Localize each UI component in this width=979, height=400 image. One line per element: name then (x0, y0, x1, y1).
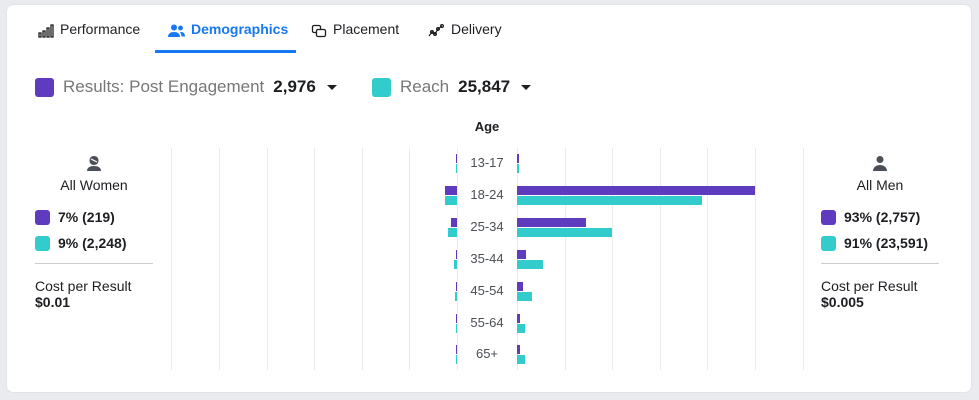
age-label: 55-64 (470, 314, 504, 330)
gridline (314, 148, 316, 370)
age-label: 35-44 (470, 250, 504, 266)
chart-title: Age (474, 119, 500, 134)
results-legend[interactable]: Results: Post Engagement 2,976 (35, 77, 337, 97)
woman-icon (87, 156, 101, 171)
bar-left-results-45-54[interactable] (455, 281, 457, 291)
bar-right-reach-13-17[interactable] (517, 164, 519, 173)
gridline (457, 148, 458, 370)
gridline (219, 148, 220, 370)
bar-chart-icon (38, 24, 54, 38)
divider (35, 263, 153, 264)
bar-right-results-18-24[interactable] (517, 185, 755, 195)
reach-label: Reach (400, 77, 450, 96)
bar-left-reach-13-17[interactable] (455, 164, 457, 173)
gridline (612, 148, 614, 370)
bar-right-results-13-17[interactable] (517, 154, 519, 163)
results-value: 2,976 (273, 77, 316, 96)
men-results: 93% (2,757) (821, 209, 939, 225)
bar-left-reach-35-44[interactable] (454, 259, 457, 269)
gridline (517, 148, 518, 370)
women-results: 7% (219) (35, 209, 153, 225)
bar-left-reach-25-34[interactable] (448, 227, 457, 237)
bar-right-reach-35-44[interactable] (517, 259, 543, 269)
bar-left-results-13-17[interactable] (455, 154, 457, 163)
women-cost-label: Cost per Result (35, 278, 132, 294)
tab-placement[interactable]: Placement (311, 17, 399, 53)
people-icon (168, 24, 185, 37)
bar-left-reach-45-54[interactable] (454, 291, 457, 301)
bar-right-reach-65+[interactable] (517, 355, 525, 365)
men-title: All Men (856, 177, 904, 193)
bar-right-reach-25-34[interactable] (517, 227, 613, 237)
bar-left-results-25-34[interactable] (450, 217, 457, 227)
women-panel: All Women 7% (219) 9% (2,248) Cost per R… (35, 153, 153, 310)
gridline (171, 148, 173, 370)
gridline (707, 148, 709, 370)
bar-left-results-18-24[interactable] (445, 185, 457, 195)
bar-right-results-55-64[interactable] (517, 313, 520, 323)
reach-legend[interactable]: Reach 25,847 (372, 77, 532, 97)
gridline (802, 148, 804, 370)
placement-icon (311, 24, 327, 38)
divider (821, 263, 939, 264)
bar-left-reach-55-64[interactable] (455, 323, 457, 333)
women-cost: $0.01 (35, 294, 71, 310)
bar-right-reach-55-64[interactable] (517, 323, 525, 333)
active-tab-underline (155, 50, 296, 53)
tab-label: Placement (333, 21, 400, 37)
gridline (659, 148, 661, 370)
bar-left-results-55-64[interactable] (455, 313, 457, 323)
delivery-icon (428, 24, 445, 37)
age-label: 18-24 (470, 186, 504, 202)
bar-left-results-65+[interactable] (455, 345, 457, 355)
bar-right-reach-18-24[interactable] (517, 195, 703, 205)
gridline (409, 148, 411, 370)
gridline (361, 148, 363, 370)
bar-right-results-25-34[interactable] (517, 217, 587, 227)
bar-left-reach-18-24[interactable] (445, 195, 457, 205)
tab-label: Delivery (451, 21, 502, 37)
age-label: 65+ (475, 346, 499, 362)
bar-right-results-35-44[interactable] (517, 249, 526, 259)
results-label: Results: Post Engagement (63, 77, 265, 96)
demographics-card: Performance Demographics Placement Deliv… (7, 5, 971, 392)
men-cost-label: Cost per Result (821, 278, 918, 294)
gridline (755, 148, 756, 370)
bar-right-results-65+[interactable] (517, 345, 520, 355)
gridline (266, 148, 268, 370)
age-label: 45-54 (470, 282, 504, 298)
men-reach: 91% (23,591) (821, 235, 939, 251)
tab-demographics[interactable]: Demographics (155, 17, 296, 53)
men-cost: $0.005 (821, 294, 864, 310)
men-panel: All Men 93% (2,757) 91% (23,591) Cost pe… (821, 153, 939, 310)
man-icon (873, 156, 887, 171)
gridline (564, 148, 566, 370)
age-label: 25-34 (470, 218, 504, 234)
results-swatch (35, 77, 54, 97)
tab-performance[interactable]: Performance (38, 17, 140, 53)
reach-swatch (372, 77, 391, 97)
tab-label: Performance (60, 21, 141, 37)
reach-value: 25,847 (458, 77, 511, 96)
caret-down-icon[interactable] (326, 84, 337, 90)
tab-delivery[interactable]: Delivery (428, 17, 502, 53)
bar-left-reach-65+[interactable] (455, 355, 457, 365)
women-title: All Women (60, 177, 128, 193)
bar-right-reach-45-54[interactable] (517, 291, 533, 301)
age-label: 13-17 (470, 155, 504, 170)
tab-label: Demographics (191, 21, 289, 37)
bar-right-results-45-54[interactable] (517, 281, 524, 291)
women-reach: 9% (2,248) (35, 235, 153, 251)
bar-left-results-35-44[interactable] (455, 249, 457, 259)
caret-down-icon[interactable] (521, 84, 532, 90)
